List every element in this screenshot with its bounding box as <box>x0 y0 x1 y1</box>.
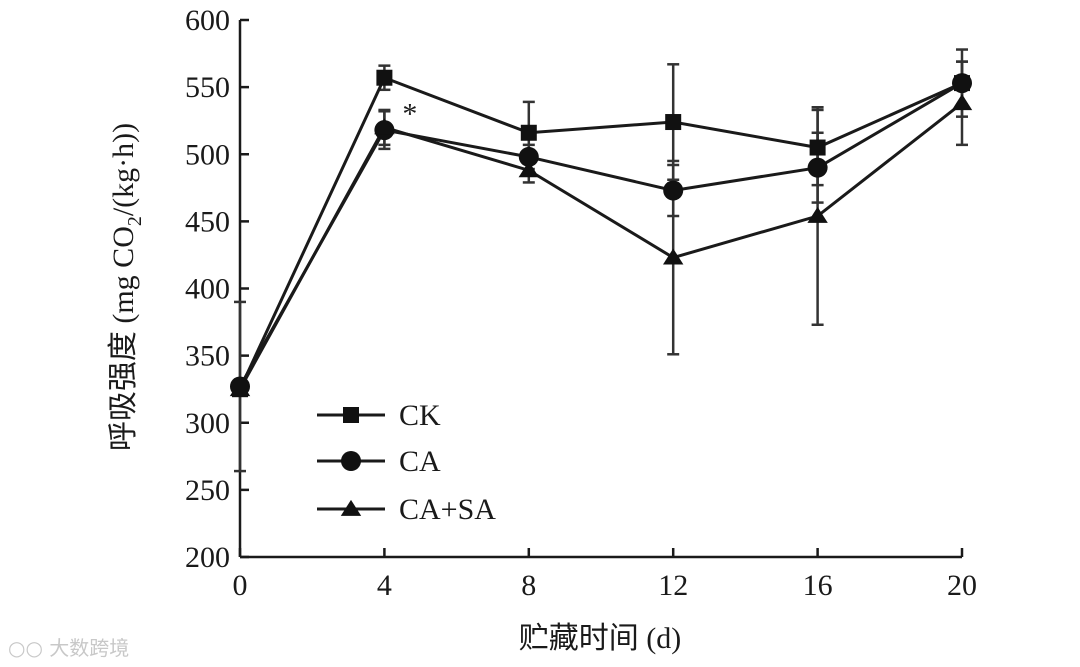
data-point-ca-sa <box>807 206 828 223</box>
y-tick-label: 250 <box>185 474 230 507</box>
x-ticks: 0 4 8 12 16 20 <box>233 548 977 602</box>
x-tick-label: 8 <box>521 569 536 602</box>
watermark-icon: ○○ <box>8 636 43 660</box>
x-axis-title: 贮藏时间 (d) <box>519 622 681 655</box>
data-point-ck <box>809 139 826 156</box>
y-tick-label: 500 <box>185 138 230 171</box>
significance-marker: * <box>402 97 417 130</box>
legend-marker-ck <box>343 407 359 423</box>
y-tick-label: 450 <box>185 205 230 238</box>
y-axis-title: 呼吸强度 (mg CO2/(kg·h)) <box>107 123 146 451</box>
y-axis-title-main: 呼吸强度 (mg CO <box>107 226 140 451</box>
x-tick-label: 16 <box>803 569 833 602</box>
x-tick-label: 0 <box>233 569 248 602</box>
data-point-ca-sa <box>951 94 973 111</box>
data-point-ca <box>518 146 539 167</box>
x-tick-label: 20 <box>947 569 977 602</box>
legend-marker-ca-sa <box>340 499 362 516</box>
series-line-ck <box>238 75 963 390</box>
legend-label-ck: CK <box>399 399 441 432</box>
y-tick-label: 200 <box>185 541 230 574</box>
series-lines <box>238 75 963 390</box>
y-tick-label: 300 <box>185 407 230 440</box>
data-point-ca-sa <box>518 161 539 178</box>
legend-label-ca-sa: CA+SA <box>399 493 496 526</box>
y-tick-label: 550 <box>185 71 230 104</box>
legend-marker-ca <box>341 451 361 471</box>
data-point-ca-sa <box>374 118 395 135</box>
watermark-text: 大数跨境 <box>49 636 130 660</box>
x-tick-label: 12 <box>658 569 688 602</box>
data-point-ck <box>376 69 393 86</box>
data-point-ca <box>663 180 684 201</box>
y-tick-label: 350 <box>185 340 230 373</box>
series-line-ca-sa <box>238 102 963 390</box>
data-point-ca-sa <box>663 248 684 265</box>
watermark: ○○ 大数跨境 <box>8 632 129 661</box>
y-ticks: 200 250 300 350 400 450 500 550 600 <box>185 4 249 574</box>
x-tick-label: 4 <box>377 569 392 602</box>
data-point-ca-sa <box>229 380 251 397</box>
legend-label-ca: CA <box>399 445 441 478</box>
data-point-ca <box>807 157 828 178</box>
series-markers <box>229 69 973 398</box>
data-point-ca <box>952 73 972 94</box>
annotations: * <box>402 97 417 130</box>
y-tick-label: 400 <box>185 273 230 306</box>
axes <box>238 20 962 559</box>
y-axis-title-subscript: 2 <box>124 216 146 226</box>
legend: CK CA CA+SA <box>317 399 496 526</box>
y-tick-label: 600 <box>185 4 230 37</box>
data-point-ck <box>665 114 682 131</box>
y-axis-title-tail: /(kg·h)) <box>107 123 140 216</box>
data-point-ck <box>520 124 537 141</box>
